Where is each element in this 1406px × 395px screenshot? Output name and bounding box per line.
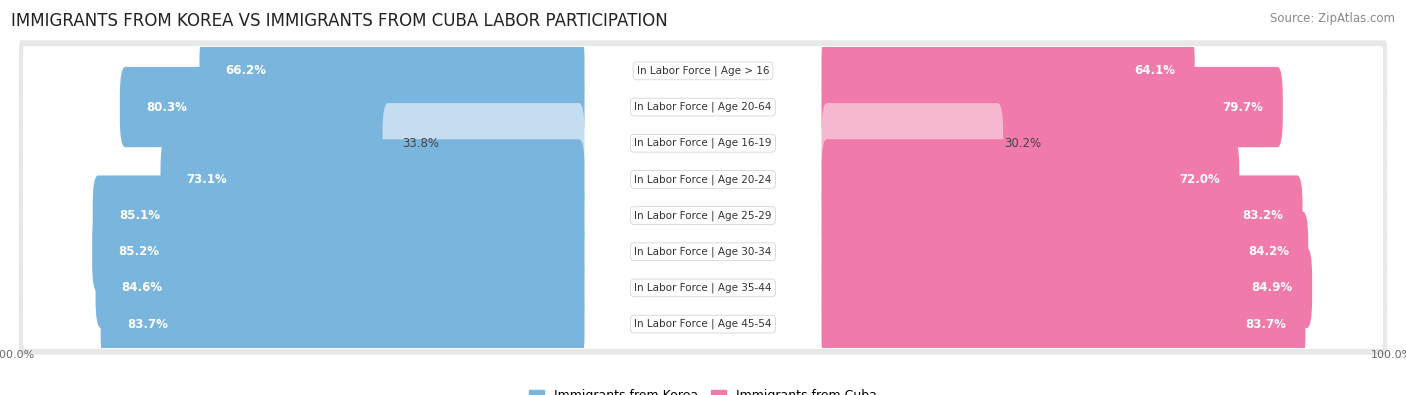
Text: In Labor Force | Age 25-29: In Labor Force | Age 25-29 [634, 210, 772, 221]
FancyBboxPatch shape [382, 103, 585, 183]
Text: In Labor Force | Age 20-64: In Labor Force | Age 20-64 [634, 102, 772, 112]
FancyBboxPatch shape [18, 77, 1388, 138]
FancyBboxPatch shape [821, 175, 1302, 256]
FancyBboxPatch shape [821, 31, 1195, 111]
Text: In Labor Force | Age 16-19: In Labor Force | Age 16-19 [634, 138, 772, 149]
Text: 83.7%: 83.7% [1246, 318, 1286, 331]
Text: 30.2%: 30.2% [1004, 137, 1042, 150]
Text: Source: ZipAtlas.com: Source: ZipAtlas.com [1270, 12, 1395, 25]
FancyBboxPatch shape [18, 185, 1388, 246]
Text: In Labor Force | Age 35-44: In Labor Force | Age 35-44 [634, 283, 772, 293]
FancyBboxPatch shape [200, 31, 585, 111]
FancyBboxPatch shape [96, 248, 585, 328]
Text: 80.3%: 80.3% [146, 101, 187, 114]
FancyBboxPatch shape [18, 293, 1388, 355]
Text: 73.1%: 73.1% [187, 173, 228, 186]
Text: 84.6%: 84.6% [122, 281, 163, 294]
Text: 33.8%: 33.8% [402, 137, 439, 150]
Text: 84.9%: 84.9% [1251, 281, 1294, 294]
Text: 79.7%: 79.7% [1223, 101, 1264, 114]
FancyBboxPatch shape [120, 67, 585, 147]
FancyBboxPatch shape [101, 284, 585, 364]
Text: 83.7%: 83.7% [127, 318, 167, 331]
FancyBboxPatch shape [821, 103, 1002, 183]
FancyBboxPatch shape [18, 113, 1388, 174]
Text: In Labor Force | Age 45-54: In Labor Force | Age 45-54 [634, 319, 772, 329]
Text: 85.1%: 85.1% [120, 209, 160, 222]
FancyBboxPatch shape [821, 248, 1312, 328]
FancyBboxPatch shape [821, 212, 1308, 292]
Text: IMMIGRANTS FROM KOREA VS IMMIGRANTS FROM CUBA LABOR PARTICIPATION: IMMIGRANTS FROM KOREA VS IMMIGRANTS FROM… [11, 12, 668, 30]
FancyBboxPatch shape [22, 118, 1384, 168]
Text: 83.2%: 83.2% [1243, 209, 1284, 222]
FancyBboxPatch shape [821, 284, 1305, 364]
FancyBboxPatch shape [18, 40, 1388, 102]
Text: 84.2%: 84.2% [1249, 245, 1289, 258]
FancyBboxPatch shape [821, 67, 1282, 147]
FancyBboxPatch shape [821, 139, 1239, 220]
FancyBboxPatch shape [22, 155, 1384, 204]
FancyBboxPatch shape [22, 82, 1384, 132]
FancyBboxPatch shape [22, 299, 1384, 349]
FancyBboxPatch shape [160, 139, 585, 220]
FancyBboxPatch shape [18, 149, 1388, 210]
FancyBboxPatch shape [93, 175, 585, 256]
Text: 85.2%: 85.2% [118, 245, 159, 258]
Text: In Labor Force | Age > 16: In Labor Force | Age > 16 [637, 66, 769, 76]
FancyBboxPatch shape [18, 221, 1388, 282]
Text: In Labor Force | Age 20-24: In Labor Force | Age 20-24 [634, 174, 772, 185]
Text: 64.1%: 64.1% [1135, 64, 1175, 77]
FancyBboxPatch shape [22, 227, 1384, 276]
Text: 72.0%: 72.0% [1180, 173, 1220, 186]
Text: 66.2%: 66.2% [226, 64, 267, 77]
Text: In Labor Force | Age 30-34: In Labor Force | Age 30-34 [634, 246, 772, 257]
FancyBboxPatch shape [18, 257, 1388, 318]
Legend: Immigrants from Korea, Immigrants from Cuba: Immigrants from Korea, Immigrants from C… [524, 384, 882, 395]
FancyBboxPatch shape [22, 46, 1384, 96]
FancyBboxPatch shape [22, 263, 1384, 313]
FancyBboxPatch shape [22, 191, 1384, 240]
FancyBboxPatch shape [93, 212, 585, 292]
